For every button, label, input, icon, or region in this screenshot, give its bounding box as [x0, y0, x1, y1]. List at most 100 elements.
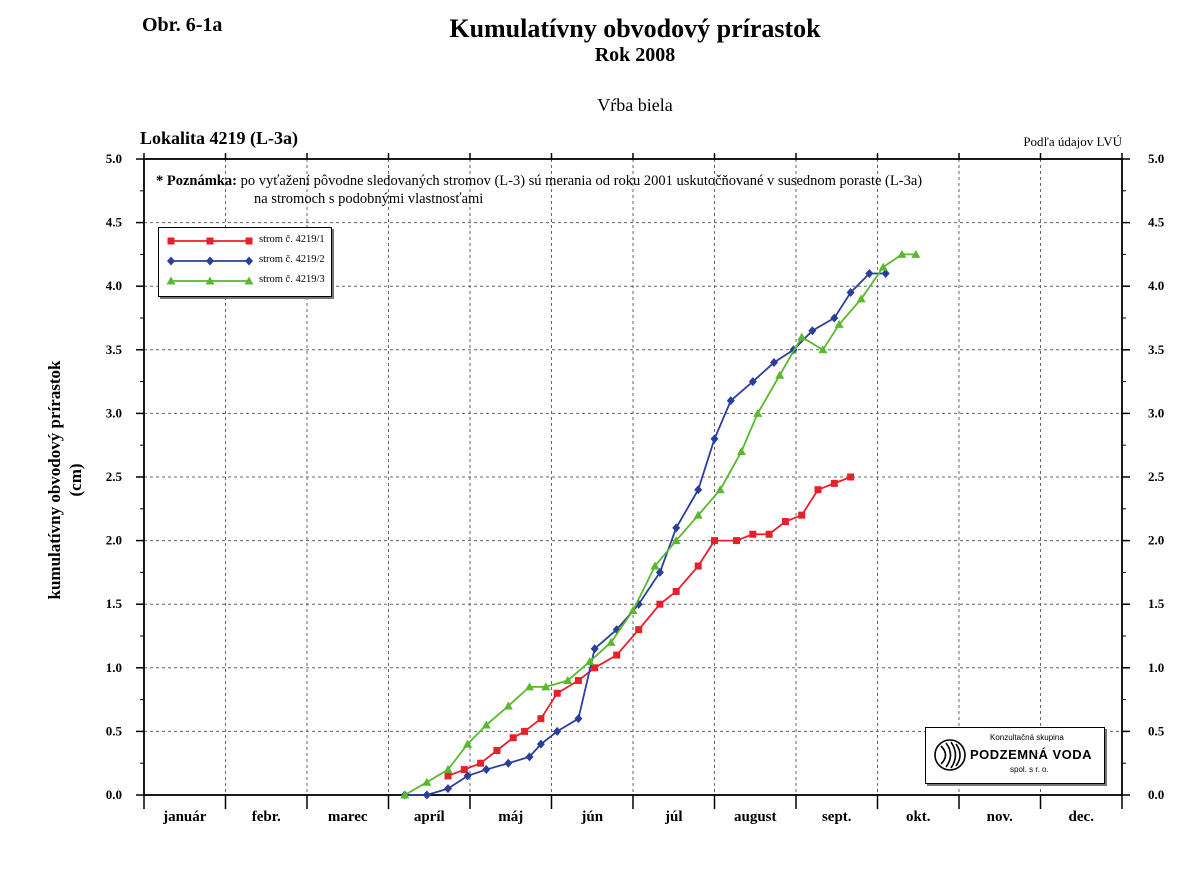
data-point: [443, 784, 452, 794]
x-tick-label: sept.: [822, 809, 852, 825]
data-point: [613, 651, 621, 659]
data-point: [590, 644, 599, 654]
legend-entry-series-1: strom č. 4219/1: [259, 234, 325, 245]
y-tick-label-right: 4.0: [1148, 278, 1164, 293]
data-point: [481, 720, 491, 729]
data-point: [753, 408, 763, 417]
data-point: [765, 530, 773, 538]
data-point: [814, 486, 822, 494]
data-point: [711, 537, 718, 545]
data-point: [463, 739, 473, 748]
series-line-3: [404, 253, 916, 796]
data-point: [477, 759, 485, 767]
note-text: * Poznámka: po vyťažení pôvodne sledovan…: [156, 172, 922, 208]
y-tick-label-right: 5.0: [1148, 151, 1164, 166]
locality-label: Lokalita 4219 (L-3a): [140, 128, 299, 148]
data-point: [525, 752, 534, 762]
data-point: [733, 537, 741, 545]
data-point: [748, 377, 757, 387]
legend-entry-series-3: strom č. 4219/3: [259, 274, 325, 285]
legend-marker: [244, 276, 254, 285]
data-point: [444, 772, 452, 780]
data-point: [911, 249, 921, 258]
data-point: [798, 511, 806, 519]
x-tick-label: nov.: [987, 809, 1014, 825]
data-point: [591, 664, 599, 672]
data-point: [693, 510, 703, 519]
data-point: [715, 485, 725, 494]
data-point: [847, 473, 855, 481]
data-point: [482, 765, 491, 775]
data-point: [694, 562, 702, 570]
plot-frame: [143, 158, 1123, 796]
x-tick-label: máj: [498, 809, 523, 825]
source-label: Podľa údajov LVÚ: [1023, 134, 1122, 149]
note-line-2: na stromoch s podobnými vlastnosťami: [254, 191, 484, 207]
x-tick-label: jún: [580, 809, 603, 825]
y-tick-label-left: 4.5: [106, 215, 123, 230]
data-point: [694, 485, 703, 495]
data-point: [635, 626, 643, 634]
chart-subtitle: Rok 2008: [594, 44, 676, 66]
y-tick-label-right: 4.5: [1148, 215, 1165, 230]
legend-marker: [166, 276, 176, 285]
data-point: [628, 606, 638, 615]
data-point: [881, 268, 890, 278]
x-tick-label: január: [162, 809, 207, 825]
data-point: [553, 726, 562, 736]
data-point: [897, 249, 907, 258]
x-tick-label: júl: [664, 809, 683, 825]
y-tick-label-left: 4.0: [106, 278, 122, 293]
logo-sub-text: spol. s r. o.: [1010, 765, 1049, 774]
data-point: [865, 268, 874, 278]
data-point: [656, 600, 664, 608]
x-tick-label: august: [734, 809, 777, 825]
y-tick-label-left: 2.5: [106, 469, 123, 484]
logo-top-text: Konzultačná skupina: [990, 733, 1064, 742]
axes: 0.0 0.0 0.5 0.5 1.0 1.0 1.5 1.5 2.0 2.0 2.5 2.5 3.0 3…: [106, 151, 1165, 825]
data-point: [710, 434, 719, 444]
x-tick-label: dec.: [1069, 809, 1095, 825]
legend-marker: [167, 237, 175, 245]
data-point: [736, 447, 746, 456]
data-point: [808, 326, 817, 336]
data-point: [400, 790, 410, 799]
legend: strom č. 4219/1 strom č. 4219/2 strom č.…: [158, 227, 332, 297]
series-3: [400, 249, 921, 799]
data-point: [655, 567, 664, 577]
y-tick-label-right: 1.5: [1148, 596, 1165, 611]
gridlines: [144, 159, 1122, 795]
x-tick-label: marec: [328, 809, 368, 825]
x-tick-label: okt.: [906, 809, 931, 825]
data-point: [574, 714, 583, 724]
y-tick-label-left: 3.0: [106, 405, 122, 420]
x-tick-label: febr.: [252, 809, 281, 825]
legend-marker: [206, 256, 214, 266]
data-point: [672, 587, 680, 595]
data-point: [878, 262, 888, 271]
data-point: [504, 758, 513, 768]
data-point: [585, 656, 595, 665]
y-tick-label-left: 1.0: [106, 660, 122, 675]
data-point: [797, 332, 807, 341]
company-logo: Konzultačná skupina PODZEMNÁ VODA spol. …: [925, 727, 1105, 784]
note-line-1: po vyťažení pôvodne sledovaných stromov …: [240, 173, 923, 189]
data-point: [726, 396, 735, 406]
y-tick-label-right: 2.5: [1148, 469, 1165, 484]
data-point: [606, 637, 616, 646]
data-point: [460, 766, 468, 774]
water-logo-icon: [934, 739, 966, 771]
data-point: [650, 561, 660, 570]
data-point: [509, 734, 517, 742]
legend-marker: [245, 237, 253, 245]
data-point: [672, 523, 681, 533]
y-tick-label-right: 3.5: [1148, 342, 1165, 357]
data-point: [563, 676, 573, 685]
species-label: Vŕba biela: [597, 95, 673, 115]
data-point: [493, 746, 501, 754]
data-point: [553, 689, 561, 697]
data-point: [671, 536, 681, 545]
data-point: [463, 771, 472, 781]
logo-main-text: PODZEMNÁ VODA: [970, 747, 1093, 762]
series-line-2: [404, 272, 886, 796]
